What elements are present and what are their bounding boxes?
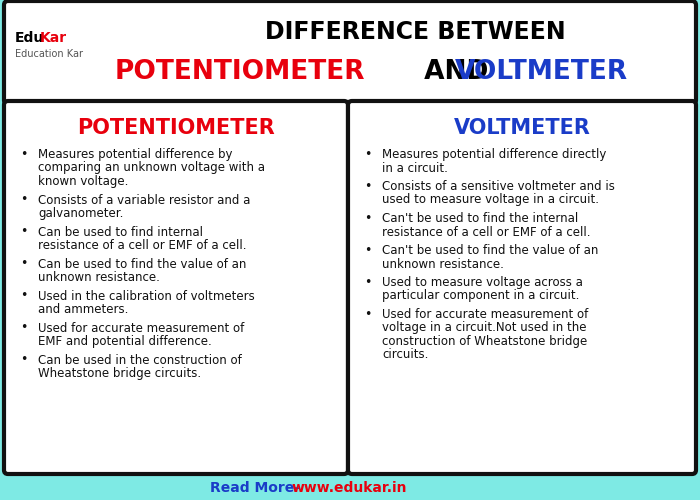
Text: Used for accurate measurement of: Used for accurate measurement of [38, 322, 244, 334]
Text: Measures potential difference directly: Measures potential difference directly [382, 148, 606, 161]
Text: •: • [20, 290, 27, 302]
Text: •: • [364, 148, 372, 161]
Text: Consists of a variable resistor and a: Consists of a variable resistor and a [38, 194, 251, 206]
Text: Used for accurate measurement of: Used for accurate measurement of [382, 308, 588, 321]
Text: Can be used to find internal: Can be used to find internal [38, 226, 203, 238]
FancyBboxPatch shape [348, 101, 696, 474]
Text: Can't be used to find the value of an: Can't be used to find the value of an [382, 244, 598, 257]
Text: Can be used to find the value of an: Can be used to find the value of an [38, 258, 246, 270]
Text: VOLTMETER: VOLTMETER [455, 59, 628, 85]
Text: and ammeters.: and ammeters. [38, 303, 128, 316]
Text: •: • [20, 258, 27, 270]
Text: •: • [20, 194, 27, 206]
Text: Can be used in the construction of: Can be used in the construction of [38, 354, 242, 366]
Text: in a circuit.: in a circuit. [382, 162, 448, 174]
Text: •: • [364, 244, 372, 257]
Text: circuits.: circuits. [382, 348, 428, 362]
Text: resistance of a cell or EMF of a cell.: resistance of a cell or EMF of a cell. [38, 239, 246, 252]
Text: Kar: Kar [40, 31, 67, 45]
Text: •: • [20, 322, 27, 334]
Text: unknown resistance.: unknown resistance. [382, 258, 504, 270]
Text: known voltage.: known voltage. [38, 175, 128, 188]
Text: Education Kar: Education Kar [15, 49, 83, 59]
Text: Measures potential difference by: Measures potential difference by [38, 148, 232, 161]
Text: particular component in a circuit.: particular component in a circuit. [382, 290, 580, 302]
Text: •: • [20, 148, 27, 161]
Text: Read More-: Read More- [210, 481, 305, 495]
Text: used to measure voltage in a circuit.: used to measure voltage in a circuit. [382, 194, 599, 206]
Text: construction of Wheatstone bridge: construction of Wheatstone bridge [382, 335, 587, 348]
Text: •: • [364, 308, 372, 321]
Text: DIFFERENCE BETWEEN: DIFFERENCE BETWEEN [265, 20, 566, 44]
FancyBboxPatch shape [4, 101, 348, 474]
FancyBboxPatch shape [4, 1, 696, 104]
Text: •: • [364, 212, 372, 225]
Text: POTENTIOMETER: POTENTIOMETER [77, 118, 275, 138]
Text: Edu: Edu [15, 31, 44, 45]
Text: VOLTMETER: VOLTMETER [454, 118, 590, 138]
Text: unknown resistance.: unknown resistance. [38, 271, 160, 284]
Text: resistance of a cell or EMF of a cell.: resistance of a cell or EMF of a cell. [382, 226, 591, 238]
Text: •: • [20, 354, 27, 366]
Text: voltage in a circuit.Not used in the: voltage in a circuit.Not used in the [382, 322, 587, 334]
Text: Used to measure voltage across a: Used to measure voltage across a [382, 276, 583, 289]
Text: EMF and potential difference.: EMF and potential difference. [38, 335, 211, 348]
Text: •: • [364, 276, 372, 289]
Text: Can't be used to find the internal: Can't be used to find the internal [382, 212, 578, 225]
Text: Wheatstone bridge circuits.: Wheatstone bridge circuits. [38, 367, 201, 380]
Text: •: • [20, 226, 27, 238]
Text: www.edukar.in: www.edukar.in [292, 481, 407, 495]
Text: galvanometer.: galvanometer. [38, 207, 123, 220]
Text: •: • [364, 180, 372, 193]
Text: Consists of a sensitive voltmeter and is: Consists of a sensitive voltmeter and is [382, 180, 615, 193]
Text: comparing an unknown voltage with a: comparing an unknown voltage with a [38, 162, 265, 174]
Text: Used in the calibration of voltmeters: Used in the calibration of voltmeters [38, 290, 255, 302]
Text: POTENTIOMETER: POTENTIOMETER [115, 59, 365, 85]
Text: AND: AND [415, 59, 498, 85]
